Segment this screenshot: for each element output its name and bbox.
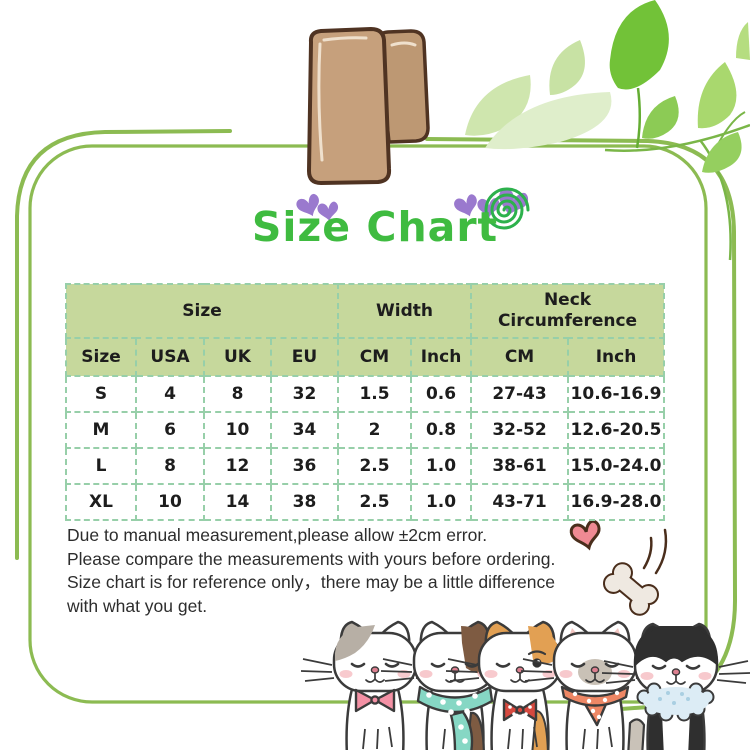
cat-1	[300, 620, 450, 750]
leaf-icon	[702, 132, 742, 173]
table-cell: 38-61	[470, 447, 570, 485]
cat-4	[520, 620, 670, 750]
subheader-cell: USA	[135, 337, 205, 377]
bandana-coral	[560, 685, 630, 727]
spiral-icon	[484, 187, 530, 230]
motion-lines	[642, 528, 668, 575]
table-cell: 14	[203, 483, 272, 521]
table-cell: 6	[135, 411, 205, 449]
table-cell: 32	[270, 375, 339, 413]
table-cell: 8	[203, 375, 272, 413]
table-row-s: S 4 8 32 1.5 0.6 27-43 10.6-16.9	[65, 375, 666, 413]
table-cell: 36	[270, 447, 339, 485]
leaf-icon	[642, 96, 679, 139]
cat-3	[445, 620, 595, 750]
header-group-size: Size	[65, 283, 339, 339]
table-cell: 43-71	[470, 483, 570, 521]
table-cell: S	[65, 375, 137, 413]
clip-decoration	[307, 27, 430, 185]
disclaimer-line: with what you get.	[67, 595, 208, 616]
table-cell: 0.6	[409, 375, 473, 413]
subheader-cell: Inch	[567, 337, 666, 377]
subheader-cell: CM	[470, 337, 570, 377]
table-row-l: L 8 12 36 2.5 1.0 38-61 15.0-24.0	[65, 447, 666, 485]
leaf-icon	[485, 92, 612, 150]
table-cell: M	[65, 411, 137, 449]
table-cell: 27-43	[470, 375, 570, 413]
page-title: Size Chart	[251, 203, 499, 251]
table-cell: 2.5	[337, 483, 412, 521]
table-row-xl: XL 10 14 38 2.5 1.0 43-71 16.9-28.0	[65, 483, 666, 521]
leaf-icon	[736, 22, 750, 60]
subheader-cell: CM	[337, 337, 412, 377]
table-cell: L	[65, 447, 137, 485]
table-cell: 1.0	[409, 447, 473, 485]
bow-tie-pink	[354, 688, 396, 713]
subheader-cell: Inch	[409, 337, 473, 377]
bone-icon	[602, 562, 660, 616]
leaf-icon	[697, 62, 737, 129]
header-group-width: Width	[336, 283, 473, 339]
collar-blue-ruffle	[636, 682, 715, 722]
leaf-icon	[609, 0, 669, 90]
table-cell: 12.6-20.5	[567, 411, 666, 449]
subheader-cell: EU	[270, 337, 339, 377]
table-cell: 1.0	[409, 483, 473, 521]
table-cell: 10.6-16.9	[567, 375, 666, 413]
table-cell: 12	[203, 447, 272, 485]
table-cell: 15.0-24.0	[567, 447, 666, 485]
cat-5	[601, 622, 750, 750]
table-cell: 16.9-28.0	[567, 483, 666, 521]
table-cell: 10	[135, 483, 205, 521]
bow-red	[502, 698, 538, 722]
table-cell: 8	[135, 447, 205, 485]
table-row-m: M 6 10 34 2 0.8 32-52 12.6-20.5	[65, 411, 666, 449]
leaves-decoration	[465, 0, 750, 261]
scarf-teal	[416, 685, 494, 750]
header-group-neck: Neck Circumference	[470, 283, 666, 339]
table-cell: 2.5	[337, 447, 412, 485]
table-cell: 32-52	[470, 411, 570, 449]
cats-illustration	[300, 620, 750, 750]
table-cell: 1.5	[337, 375, 412, 413]
disclaimer-line: Size chart is for reference only，there m…	[67, 572, 555, 592]
table-cell: 4	[135, 375, 205, 413]
size-table: Size Width Neck Circumference Size USA U…	[65, 283, 666, 521]
subheader-cell: UK	[203, 337, 272, 377]
table-cell: 38	[270, 483, 339, 521]
table-cell: 2	[337, 411, 412, 449]
disclaimer-line: Due to manual measurement,please allow ±…	[67, 525, 488, 545]
table-cell: 0.8	[409, 411, 473, 449]
leaf-icon	[549, 40, 585, 95]
subheader-cell: Size	[65, 337, 137, 377]
disclaimer-text: Due to manual measurement,please allow ±…	[67, 524, 602, 618]
table-cell: 34	[270, 411, 339, 449]
table-cell: XL	[65, 483, 137, 521]
table-cell: 10	[203, 411, 272, 449]
disclaimer-line: Please compare the measurements with you…	[67, 548, 556, 569]
